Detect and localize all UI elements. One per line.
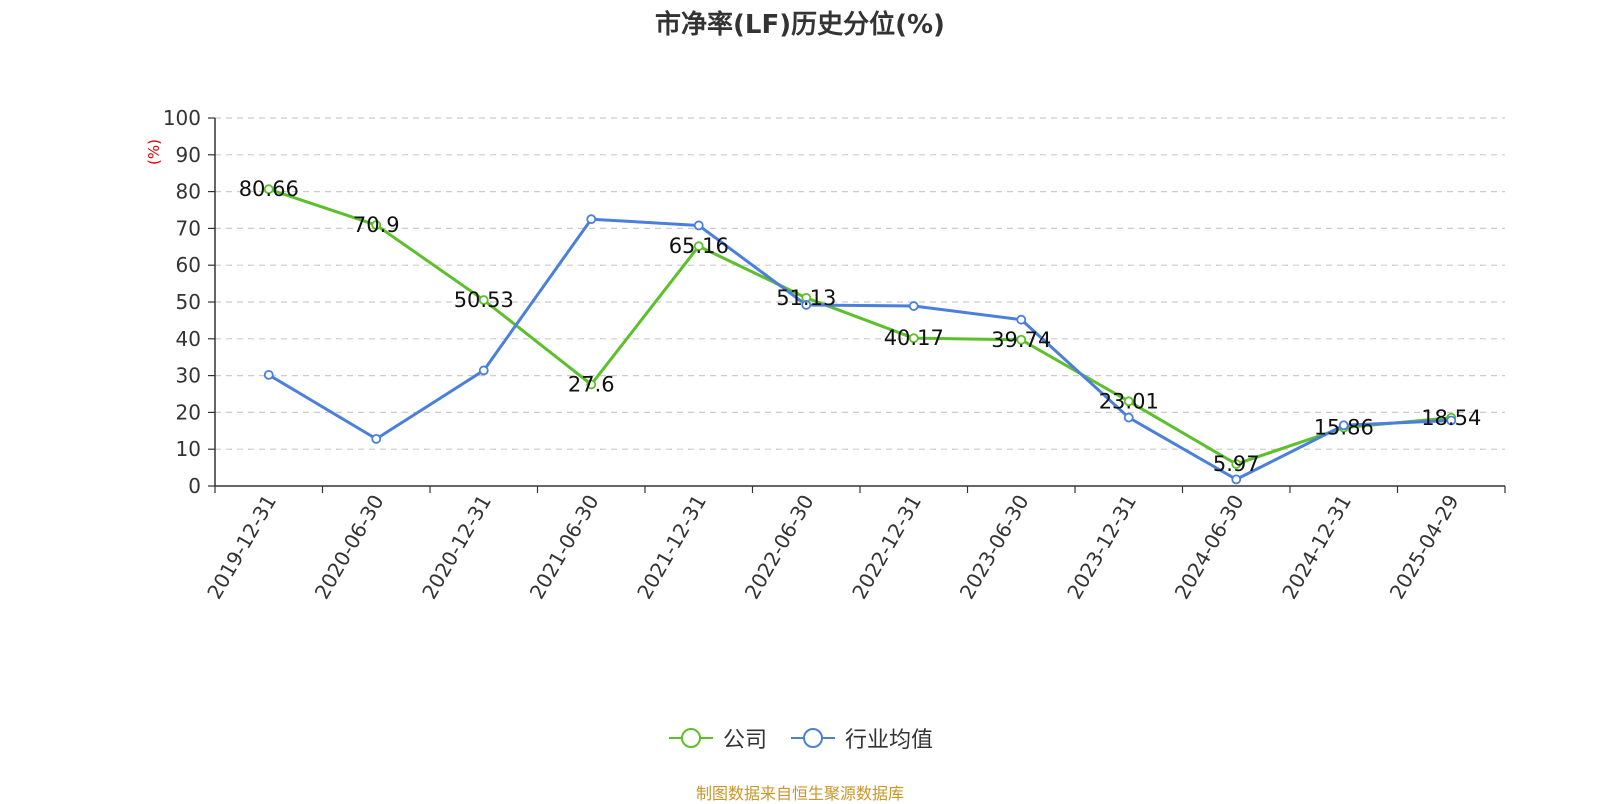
x-tick-label: 2024-12-31 [1277,491,1356,604]
data-point-0 [1016,334,1027,345]
x-tick-label: 2025-04-29 [1385,491,1464,604]
data-point-1 [586,214,597,225]
data-point-0 [263,184,274,195]
data-point-1 [371,433,382,444]
y-tick-label: 70 [176,216,201,240]
data-point-0 [908,333,919,344]
x-tick-label: 2024-06-30 [1170,491,1249,604]
y-tick-label: 50 [176,290,201,314]
y-tick-label: 30 [176,364,201,388]
data-point-1 [1123,412,1134,423]
data-label: 23.01 [1099,389,1159,413]
data-point-0 [371,220,382,230]
x-tick-label: 2023-06-30 [955,491,1034,604]
y-tick-label: 10 [176,437,201,461]
data-point-1 [908,301,919,311]
y-tick-label: 80 [176,180,201,204]
data-point-0 [478,295,489,305]
data-label: 27.6 [568,372,615,396]
y-tick-label: 100 [163,106,201,130]
data-point-1 [801,300,812,310]
y-axis-label: (%) [145,139,163,165]
data-label: 15.86 [1314,416,1374,440]
legend-label-company: 公司 [722,728,767,753]
legend: 公司 行业均值 [0,722,1600,754]
legend-marker-company [668,728,713,748]
y-tick-label: 90 [176,143,201,167]
x-tick-label: 2022-06-30 [740,491,819,604]
x-tick-label: 2021-12-31 [632,491,711,604]
data-point-1 [1016,314,1027,325]
y-tick-label: 60 [176,253,201,277]
legend-marker-industry [791,728,835,748]
series-line-1 [267,217,1452,481]
y-tick-label: 40 [176,327,201,351]
data-point-1 [478,365,489,376]
series-line-0 [268,187,1452,466]
data-point-1 [1446,415,1457,426]
legend-label-industry: 行业均值 [845,728,934,753]
data-label: 50.53 [454,288,514,312]
y-tick-label: 20 [176,400,201,424]
x-tick-label: 2022-12-31 [847,491,926,604]
data-label: 40.17 [884,326,944,350]
data-label: 39.74 [991,328,1051,352]
x-tick-label: 2021-06-30 [525,491,604,604]
source-note: 制图数据来自恒生聚源数据库 [695,784,904,803]
data-point-0 [693,241,704,252]
data-point-0 [1123,396,1134,407]
data-label: 65.16 [669,234,729,258]
x-tick-label: 2019-12-31 [202,491,281,604]
x-tick-label: 2023-12-31 [1062,491,1141,604]
data-label: 80.66 [239,177,299,201]
data-point-0 [1231,459,1242,469]
data-point-1 [1338,420,1349,431]
data-point-1 [1231,474,1242,485]
legend-item-company[interactable]: 公司 [667,722,767,754]
data-point-0 [586,379,597,390]
data-point-1 [263,369,274,380]
legend-item-industry[interactable]: 行业均值 [789,722,933,754]
x-tick-label: 2020-06-30 [310,491,389,604]
x-tick-label: 2020-12-31 [417,491,496,604]
data-label: 70.9 [353,213,400,237]
data-label: 5.97 [1213,452,1260,476]
data-label: 18.54 [1421,406,1481,430]
data-point-1 [693,220,704,231]
data-label: 51.13 [776,286,836,310]
chart-title: 市净率(LF)历史分位(%) [655,10,945,40]
y-tick-label: 0 [188,474,201,498]
